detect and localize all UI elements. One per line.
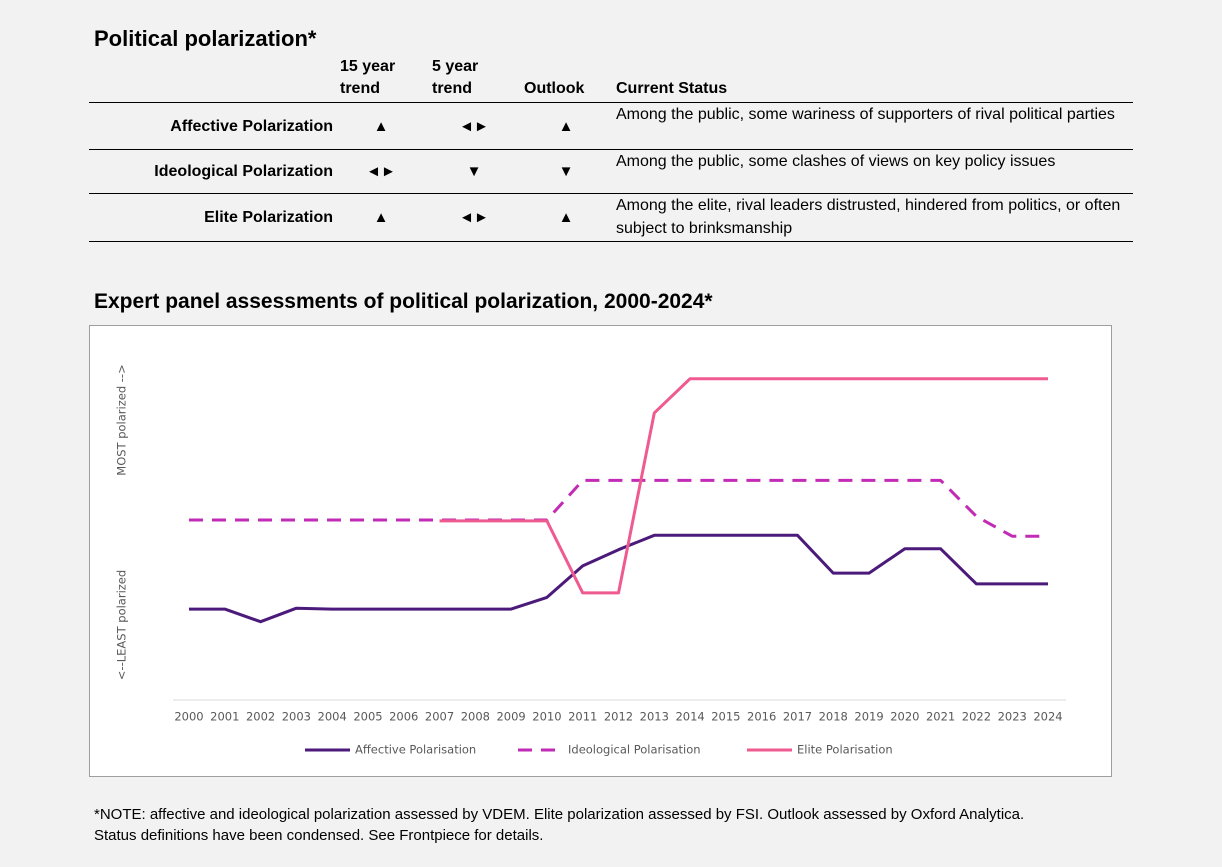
x-tick-label: 2004 bbox=[318, 710, 347, 724]
chart: MOST polarized --> <--LEAST polarized 20… bbox=[89, 325, 1112, 777]
row-label: Elite Polarization bbox=[204, 208, 333, 226]
trend-symbol: ▼ bbox=[466, 163, 482, 180]
legend-label: Affective Polarisation bbox=[355, 743, 476, 757]
row-label: Affective Polarization bbox=[170, 117, 333, 135]
trend-symbol: ◄► bbox=[459, 117, 489, 135]
x-tick-label: 2013 bbox=[640, 710, 669, 724]
x-tick-label: 2006 bbox=[389, 710, 418, 724]
x-tick-label: 2023 bbox=[998, 710, 1027, 724]
status-text: Among the public, some clashes of views … bbox=[616, 153, 1056, 170]
trend-symbol: ◄► bbox=[366, 163, 396, 180]
x-tick-label: 2020 bbox=[890, 710, 919, 724]
legend-label: Ideological Polarisation bbox=[568, 743, 701, 757]
status-text: Among the elite, rival leaders distruste… bbox=[616, 197, 1121, 237]
legend-label: Elite Polarisation bbox=[797, 743, 893, 757]
y-label-top: MOST polarized --> bbox=[115, 364, 129, 475]
x-tick-label: 2022 bbox=[962, 710, 991, 724]
x-tick-label: 2010 bbox=[532, 710, 561, 724]
column-header: Outlook bbox=[524, 80, 585, 97]
x-tick-label: 2001 bbox=[210, 710, 239, 724]
table-row: Affective Polarization ▲ ◄► ▲ Among the publ… bbox=[89, 102, 1133, 150]
x-tick-label: 2017 bbox=[783, 710, 812, 724]
trend-symbol: ◄► bbox=[459, 208, 489, 226]
x-tick-label: 2002 bbox=[246, 710, 275, 724]
trend-symbol: ▲ bbox=[373, 208, 389, 226]
x-tick-label: 2024 bbox=[1033, 710, 1062, 724]
series-line bbox=[189, 533, 1048, 624]
trend-symbol: ▲ bbox=[558, 208, 574, 226]
status-text: Among the public, some wariness of suppo… bbox=[616, 106, 1115, 123]
row-label: Ideological Polarization bbox=[154, 163, 333, 180]
x-tick-label: 2019 bbox=[854, 710, 883, 724]
chart-frame bbox=[89, 325, 1112, 777]
trend-symbol: ▲ bbox=[558, 117, 574, 135]
chart-title: Expert panel assessments of political po… bbox=[94, 290, 713, 313]
column-header: Current Status bbox=[616, 80, 728, 97]
column-header: 5 year trend bbox=[432, 58, 479, 97]
x-tick-label: 2000 bbox=[174, 710, 203, 724]
table-row: Elite Polarization ▲ ◄► ▲ Among the elite, r… bbox=[89, 193, 1133, 242]
x-tick-label: 2011 bbox=[568, 710, 597, 724]
table-row: Ideological Polarization ◄► ▼ ▼ Among the pu… bbox=[89, 149, 1133, 194]
column-header: 15 year trend bbox=[340, 58, 396, 97]
series-line bbox=[439, 377, 1048, 595]
x-tick-label: 2009 bbox=[496, 710, 525, 724]
trend-symbol: ▼ bbox=[558, 163, 574, 180]
x-tick-label: 2003 bbox=[282, 710, 311, 724]
x-tick-label: 2005 bbox=[353, 710, 382, 724]
x-tick-label: 2007 bbox=[425, 710, 454, 724]
series-line bbox=[189, 478, 1048, 538]
x-tick-label: 2016 bbox=[747, 710, 776, 724]
y-label-bottom: <--LEAST polarized bbox=[115, 570, 129, 680]
x-tick-label: 2008 bbox=[461, 710, 490, 724]
x-tick-label: 2018 bbox=[819, 710, 848, 724]
x-tick-label: 2014 bbox=[675, 710, 704, 724]
footnote: Status definitions have been condensed. … bbox=[94, 827, 544, 844]
x-tick-label: 2015 bbox=[711, 710, 740, 724]
trend-symbol: ▲ bbox=[373, 117, 389, 135]
x-tick-label: 2012 bbox=[604, 710, 633, 724]
x-tick-label: 2021 bbox=[926, 710, 955, 724]
footnote: *NOTE: affective and ideological polariz… bbox=[94, 806, 1025, 823]
title: Political polarization* bbox=[94, 26, 317, 51]
